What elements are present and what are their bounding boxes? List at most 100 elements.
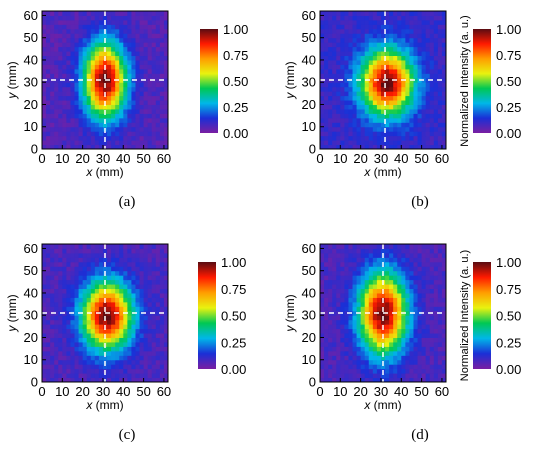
heatmap-cell <box>356 131 362 137</box>
heatmap-cell <box>50 68 55 74</box>
heatmap-cell <box>437 355 443 361</box>
heatmap-cell <box>356 292 362 298</box>
heatmap-cell <box>401 306 406 312</box>
heatmap-cell <box>139 355 145 361</box>
heatmap-cell <box>433 126 439 132</box>
heatmap-cell <box>368 104 374 110</box>
heatmap-cell <box>111 100 116 105</box>
heatmap-cell <box>405 55 410 61</box>
heatmap-cell <box>86 244 92 249</box>
heatmap-cell <box>433 28 439 34</box>
heatmap-cell <box>324 288 329 294</box>
heatmap-cell <box>163 266 169 272</box>
heatmap-cell <box>389 104 394 110</box>
heatmap-cell <box>352 15 358 21</box>
heatmap-cell <box>147 261 153 267</box>
heatmap-cell <box>82 11 88 16</box>
heatmap-cell <box>159 108 165 114</box>
heatmap-cell <box>58 73 63 79</box>
heatmap-cell <box>111 292 116 298</box>
heatmap-cell <box>135 135 141 141</box>
heatmap-cell <box>58 324 63 330</box>
heatmap-cell <box>368 24 374 30</box>
heatmap-cell <box>111 284 116 290</box>
heatmap-cell <box>135 373 141 379</box>
heatmap-cell <box>332 292 337 298</box>
heatmap-cell <box>405 284 410 290</box>
heatmap-cell <box>78 270 84 276</box>
heatmap-cell <box>405 91 410 97</box>
colorbar-tick-label: 0.00 <box>496 126 521 141</box>
heatmap-cell <box>429 275 435 281</box>
heatmap-cell <box>66 77 71 83</box>
heatmap-cell <box>437 122 443 128</box>
heatmap-cell <box>50 377 55 383</box>
heatmap-cell <box>356 33 362 39</box>
heatmap-cell <box>324 86 329 92</box>
heatmap-cell <box>131 131 136 137</box>
heatmap-cell <box>102 257 108 263</box>
heatmap-cell <box>405 355 410 361</box>
heatmap-cell <box>98 266 104 272</box>
heatmap-cell <box>115 248 120 254</box>
heatmap-cell <box>340 117 345 123</box>
heatmap-cell <box>405 144 410 150</box>
heatmap-cell <box>429 279 435 285</box>
heatmap-cell <box>135 131 141 137</box>
heatmap-cell <box>46 301 51 307</box>
heatmap-cell <box>143 11 149 16</box>
heatmap-cell <box>151 292 157 298</box>
heatmap-cell <box>135 244 141 249</box>
heatmap-cell <box>127 261 132 267</box>
heatmap-cell <box>139 37 145 43</box>
heatmap-cell <box>376 24 382 30</box>
heatmap-cell <box>389 359 394 365</box>
heatmap-cell <box>70 86 76 92</box>
heatmap-cell <box>401 140 406 146</box>
heatmap-cell <box>364 82 370 88</box>
heatmap-cell <box>433 315 439 321</box>
heatmap-cell <box>115 68 120 74</box>
heatmap-cell <box>62 261 67 267</box>
heatmap-cell <box>320 24 325 30</box>
heatmap-cell <box>425 95 431 101</box>
heatmap-cell <box>90 270 96 276</box>
heatmap-cell <box>62 108 67 114</box>
heatmap-cell <box>70 37 76 43</box>
heatmap-cell <box>90 135 96 141</box>
heatmap-cell <box>324 377 329 383</box>
heatmap-cell <box>94 42 100 48</box>
heatmap-cell <box>324 108 329 114</box>
heatmap-cell <box>385 359 390 365</box>
heatmap-cell <box>139 319 145 325</box>
heatmap-cell <box>441 51 447 57</box>
heatmap-cell <box>401 359 406 365</box>
heatmap-cell <box>328 104 333 110</box>
heatmap-cell <box>159 59 165 65</box>
heatmap-cell <box>82 288 88 294</box>
heatmap-cell <box>356 64 362 70</box>
heatmap-cell <box>155 364 161 370</box>
x-axis-label: x (mm) <box>363 398 401 412</box>
heatmap-cell <box>340 28 345 34</box>
heatmap-cell <box>413 126 419 132</box>
heatmap-cell <box>385 46 390 52</box>
heatmap-cell <box>417 64 423 70</box>
heatmap-cell <box>90 77 96 83</box>
heatmap-cell <box>441 359 447 365</box>
heatmap-cell <box>376 319 382 325</box>
heatmap-cell <box>78 91 84 97</box>
heatmap-cell <box>364 341 370 347</box>
heatmap-cell <box>397 355 402 361</box>
heatmap-cell <box>368 350 374 356</box>
heatmap-cell <box>421 113 427 119</box>
heatmap-cell <box>119 292 124 298</box>
x-tick-label: 20 <box>75 151 89 166</box>
heatmap-cell <box>94 82 100 88</box>
heatmap-cell <box>151 373 157 379</box>
heatmap-cell <box>78 55 84 61</box>
heatmap-cell <box>324 33 329 39</box>
heatmap-cell <box>123 24 128 30</box>
heatmap-cell <box>433 68 439 74</box>
heatmap-cell <box>86 288 92 294</box>
